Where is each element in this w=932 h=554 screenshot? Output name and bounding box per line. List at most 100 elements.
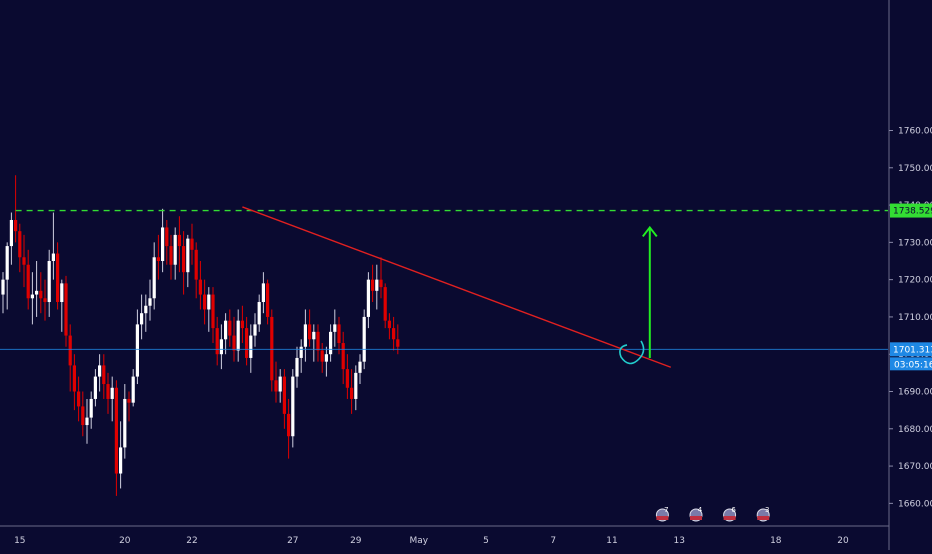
candle-up <box>140 313 144 325</box>
y-tick-label: 1690.000 <box>898 388 932 398</box>
candle-up <box>291 376 295 437</box>
candle-up <box>366 279 370 317</box>
candle-up <box>303 324 307 347</box>
candle-up <box>161 227 165 261</box>
candle-up <box>98 365 102 377</box>
candle-up <box>207 294 211 310</box>
x-tick-label: 20 <box>837 536 849 546</box>
candle-up <box>131 376 135 403</box>
candle-down <box>127 398 131 403</box>
drawings-layer: 7 4 6 3 <box>0 206 888 522</box>
y-tick-label: 1710.000 <box>898 313 932 323</box>
resistance-price-label: 1738.529 <box>893 207 932 217</box>
candle-down <box>81 406 85 426</box>
candle-up <box>324 354 328 362</box>
candle-down <box>190 238 194 250</box>
candle-down <box>68 335 72 366</box>
candle-up <box>253 324 257 336</box>
x-tick-label: 20 <box>119 536 131 546</box>
countdown-tag <box>890 357 932 371</box>
candle-up <box>93 376 97 399</box>
x-tick-label: 11 <box>606 536 617 546</box>
candle-down <box>337 324 341 344</box>
candle-up <box>47 261 51 303</box>
x-tick-label: 5 <box>483 536 489 546</box>
candle-up <box>219 339 223 355</box>
candle-up <box>9 219 13 247</box>
candle-down <box>270 316 274 381</box>
candle-down <box>371 279 375 291</box>
circle-annotation <box>619 340 645 365</box>
candle-down <box>245 328 249 358</box>
candle-down <box>114 387 118 474</box>
candle-down <box>177 234 181 247</box>
candle-down <box>287 413 291 437</box>
x-tick-label: 29 <box>350 536 362 546</box>
candle-down <box>56 253 60 303</box>
candle-up <box>249 335 253 358</box>
countdown-label: 03:05:16 <box>894 360 932 370</box>
candle-down <box>282 376 286 414</box>
candle-up <box>89 398 93 418</box>
candle-up <box>362 316 366 362</box>
candle-down <box>320 350 324 362</box>
candle-up <box>358 361 362 373</box>
candle-down <box>182 246 186 273</box>
candle-up <box>186 238 190 273</box>
candle-up <box>299 346 303 358</box>
target-arrow-head <box>642 225 658 238</box>
candle-up <box>5 246 9 280</box>
candle-up <box>30 294 34 299</box>
candle-down <box>39 290 43 299</box>
candle-up <box>135 324 139 377</box>
candle-down <box>165 227 169 247</box>
event-marker-count: 7 <box>664 506 668 514</box>
candle-down <box>102 365 106 385</box>
candle-up <box>354 372 358 399</box>
candle-up <box>261 283 265 303</box>
y-tick-label: 1730.000 <box>898 238 932 248</box>
candle-up <box>85 417 89 426</box>
candle-down <box>22 257 26 265</box>
candle-down <box>387 320 391 329</box>
candle-down <box>240 320 244 329</box>
event-marker-flag <box>757 516 770 520</box>
candle-up <box>51 253 55 261</box>
y-tick-label: 1750.000 <box>898 164 932 174</box>
event-marker-flag <box>723 516 736 520</box>
y-tick-label: 1660.000 <box>898 499 932 509</box>
current-price-label: 1701.313 <box>893 345 932 355</box>
candle-up <box>60 283 64 303</box>
candle-up <box>236 320 240 351</box>
event-marker-flag <box>656 516 669 520</box>
candle-down <box>228 320 232 336</box>
candle-up <box>148 298 152 306</box>
candle-down <box>392 328 396 340</box>
candle-up <box>257 302 261 325</box>
x-tick-label: 15 <box>14 536 25 546</box>
candle-down <box>194 249 198 280</box>
event-marker-count: 4 <box>698 506 703 514</box>
candle-down <box>43 298 47 303</box>
x-tick-label: May <box>409 536 428 546</box>
y-tick-label: 1760.000 <box>898 127 932 137</box>
x-tick-label: 18 <box>770 536 782 546</box>
candle-up <box>278 376 282 392</box>
candle-down <box>156 257 160 261</box>
candle-down <box>77 391 81 407</box>
event-marker-count: 6 <box>731 506 736 514</box>
y-tick-label: 1720.000 <box>898 276 932 286</box>
candle-down <box>14 219 18 232</box>
event-marker-count: 3 <box>765 506 769 514</box>
candle-down <box>203 294 207 310</box>
candle-down <box>215 328 219 355</box>
candle-down <box>379 279 383 288</box>
candle-down <box>308 324 312 340</box>
candle-up <box>123 398 127 448</box>
candle-down <box>64 283 68 336</box>
candle-down <box>26 264 30 299</box>
candles-layer <box>1 175 400 496</box>
